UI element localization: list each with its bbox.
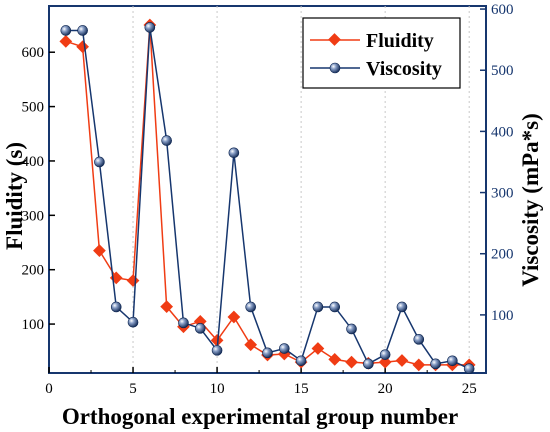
fluidity-point: [227, 310, 241, 324]
right-y-tick-label: 300: [491, 186, 514, 202]
viscosity-point: [295, 355, 307, 367]
viscosity-point: [346, 323, 357, 335]
right-y-tick-label: 600: [491, 2, 514, 18]
fluidity-point: [328, 353, 342, 366]
x-tick-label: 10: [210, 381, 225, 397]
fluidity-point: [395, 354, 409, 367]
left-y-tick-label: 200: [22, 263, 45, 279]
plot-frame: [48, 5, 487, 374]
left-y-tick-label: 400: [22, 154, 45, 170]
legend-box: [302, 17, 461, 89]
viscosity-point: [211, 345, 223, 356]
legend: Fluidity Viscosity: [302, 17, 461, 89]
fluidity-point: [311, 342, 325, 355]
viscosity-point: [430, 358, 441, 370]
viscosity-point: [379, 349, 391, 360]
legend-marker-viscosity: [329, 62, 341, 74]
viscosity-point: [144, 22, 156, 33]
right-y-tick-label: 400: [491, 124, 514, 140]
viscosity-point: [279, 343, 290, 354]
left-y-tick-label: 100: [22, 317, 45, 333]
legend-label-fluidity: Fluidity: [366, 30, 434, 52]
viscosity-point: [447, 355, 458, 367]
fluidity-point: [126, 274, 140, 287]
legend-label-viscosity: Viscosity: [366, 58, 442, 80]
viscosity-point: [60, 25, 72, 36]
viscosity-point: [329, 301, 341, 313]
x-tick-label: 25: [462, 381, 477, 397]
axes: 0 5 10 15 20 25 100 200 300 400 500 600 100 200 300 400…: [22, 2, 514, 397]
x-tick-label: 15: [294, 381, 309, 397]
right-y-tick-label: 200: [491, 247, 514, 263]
fluidity-point: [378, 355, 392, 369]
left-y-tick-label: 600: [22, 45, 45, 61]
fluidity-point: [76, 40, 89, 54]
viscosity-point: [312, 301, 324, 313]
right-y-tick-label: 100: [491, 308, 514, 324]
viscosity-point: [194, 323, 206, 334]
left-y-tick-label: 300: [22, 208, 45, 224]
viscosity-point: [178, 317, 189, 329]
left-y-tick-label: 500: [22, 100, 45, 116]
x-tick-label: 0: [45, 381, 53, 397]
fluidity-point: [244, 338, 258, 352]
viscosity-point: [228, 147, 240, 159]
viscosity-point: [245, 301, 256, 313]
legend-marker-fluidity: [328, 33, 341, 46]
viscosity-point: [161, 135, 172, 146]
viscosity-point: [413, 334, 425, 345]
right-y-tick-label: 500: [491, 63, 514, 79]
fluidity-point: [345, 355, 358, 369]
fluidity-point: [160, 300, 174, 314]
viscosity-point: [396, 301, 408, 313]
x-axis-title: Orthogonal experimental group number: [62, 404, 458, 429]
right-axis-title: Viscosity (mPa*s): [518, 113, 543, 287]
left-axis-title: Fluidity (s): [2, 142, 27, 250]
viscosity-point: [262, 347, 273, 359]
series: [59, 18, 476, 375]
fluidity-point: [93, 244, 106, 258]
fluidity-point: [210, 334, 224, 347]
viscosity-point: [94, 156, 105, 168]
viscosity-point: [463, 363, 475, 375]
fluidity-point: [412, 358, 426, 372]
x-tick-label: 20: [378, 381, 393, 397]
x-tick-label: 5: [129, 381, 137, 397]
viscosity-point: [363, 358, 374, 370]
viscosity-point: [110, 301, 122, 313]
viscosity-point: [77, 25, 88, 36]
fluidity-point: [59, 34, 73, 48]
viscosity-point: [127, 316, 139, 328]
